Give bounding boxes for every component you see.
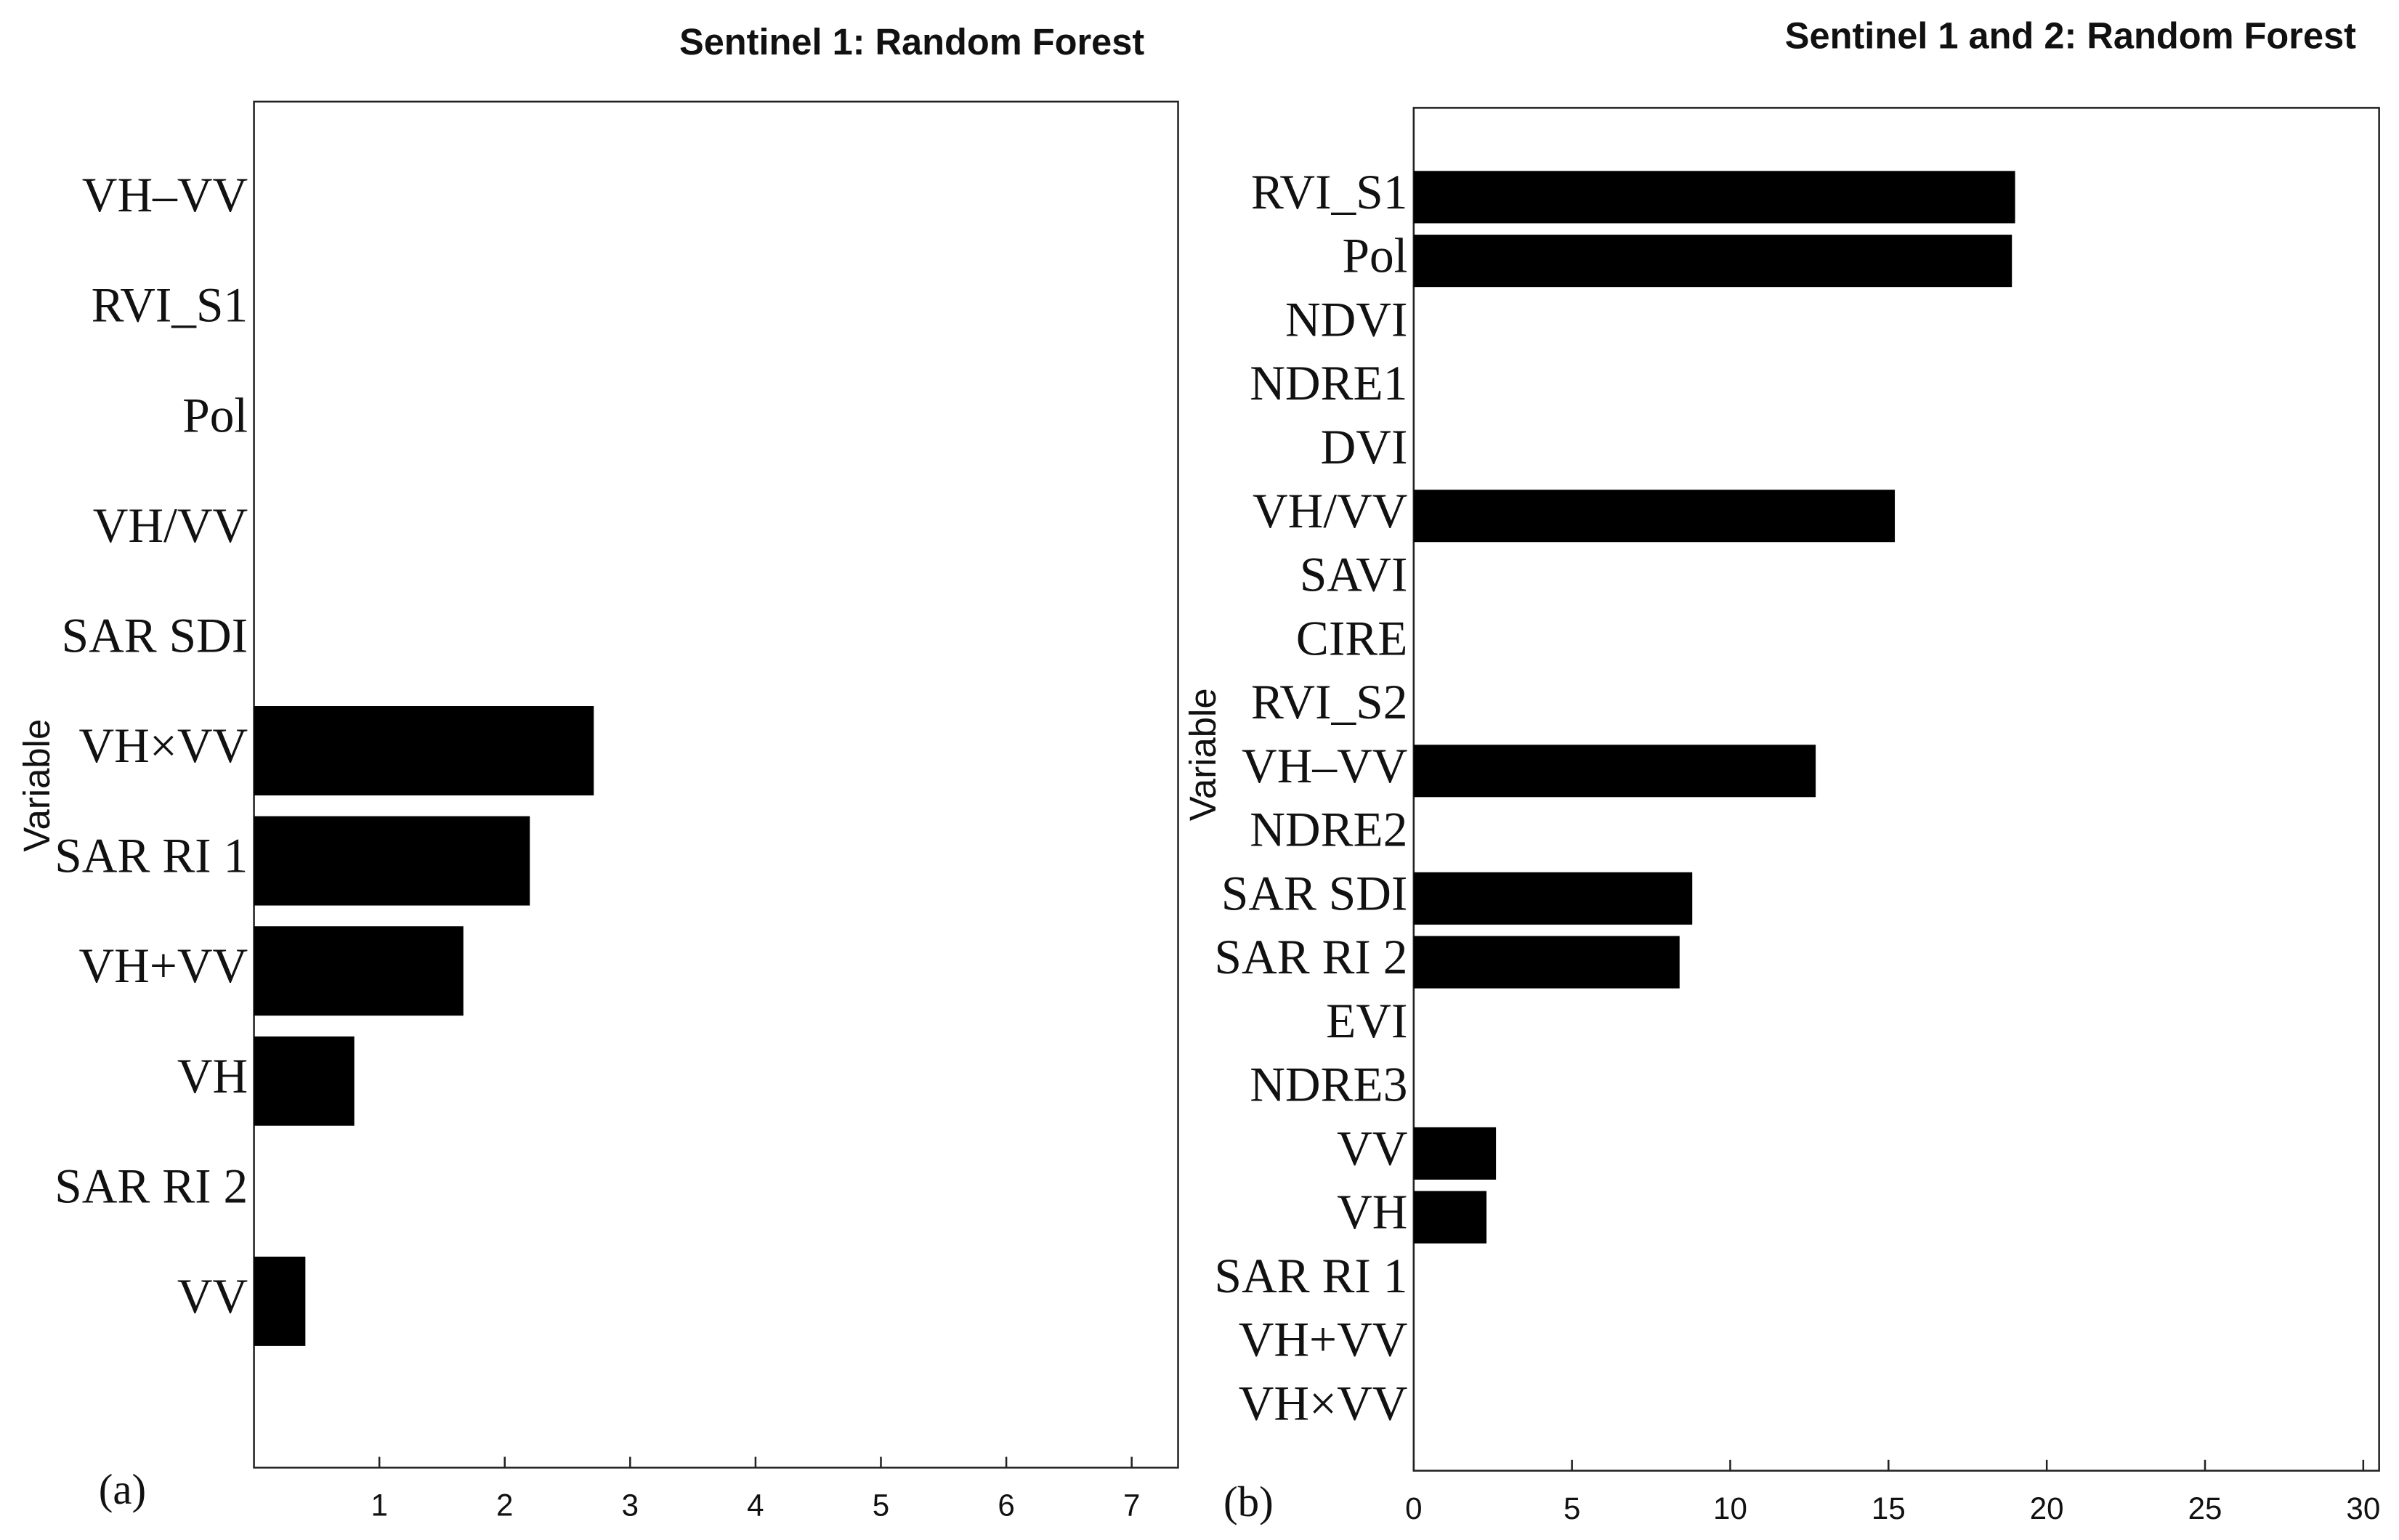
- bar: [254, 706, 594, 795]
- y-tick-label: SAR RI 1: [1215, 1249, 1408, 1303]
- panel-label: (b): [1223, 1478, 1274, 1525]
- bar: [254, 816, 530, 906]
- y-tick-label: Pol: [182, 388, 248, 442]
- y-tick-label: SAR RI 2: [54, 1159, 248, 1213]
- y-tick-label: SAR RI 2: [1215, 930, 1408, 984]
- y-tick-label: SAR SDI: [1221, 866, 1408, 920]
- y-tick-label: NDRE1: [1250, 356, 1407, 410]
- y-tick-label: VH: [177, 1049, 248, 1103]
- bar: [1413, 1127, 1497, 1180]
- y-tick-label: VH: [1337, 1185, 1407, 1239]
- y-tick-label: VV: [177, 1269, 248, 1324]
- y-tick-label: Pol: [1342, 228, 1407, 283]
- y-tick-label: SAVI: [1300, 547, 1408, 601]
- x-tick-label: 30: [2346, 1491, 2380, 1525]
- bar: [1413, 745, 1816, 798]
- y-axis-label: Variable: [1182, 688, 1223, 821]
- y-tick-label: VH×VV: [1239, 1376, 1408, 1430]
- bar: [254, 926, 464, 1016]
- y-tick-label: DVI: [1321, 420, 1408, 474]
- x-tick-label: 3: [622, 1488, 639, 1523]
- x-tick-label: 0: [1405, 1491, 1422, 1525]
- y-tick-label: NDRE2: [1250, 802, 1407, 856]
- y-tick-label: VH/VV: [1253, 484, 1408, 538]
- bar: [1413, 1191, 1487, 1244]
- x-tick-label: 6: [998, 1488, 1014, 1523]
- x-tick-label: 1: [371, 1488, 387, 1523]
- y-tick-label: NDVI: [1285, 292, 1407, 346]
- x-tick-label: 25: [2188, 1491, 2222, 1525]
- y-tick-label: RVI_S1: [92, 278, 248, 333]
- y-tick-label: CIRE: [1296, 611, 1407, 665]
- panel-label: (a): [99, 1465, 146, 1513]
- y-tick-label: RVI_S2: [1251, 675, 1408, 729]
- y-tick-label: RVI_S1: [1251, 165, 1408, 219]
- x-tick-label: 20: [2030, 1491, 2064, 1525]
- bar: [254, 1256, 306, 1346]
- x-tick-label: 10: [1713, 1491, 1747, 1525]
- y-tick-label: VH/VV: [93, 498, 248, 553]
- bar: [1413, 171, 2015, 224]
- x-tick-label: 2: [496, 1488, 513, 1523]
- y-axis-label: Variable: [16, 719, 57, 852]
- y-tick-label: VH–VV: [82, 168, 248, 222]
- y-tick-label: SAR RI 1: [54, 828, 248, 883]
- bar: [1413, 490, 1896, 543]
- y-tick-label: VH+VV: [1239, 1313, 1408, 1367]
- bar: [1413, 235, 2012, 288]
- chart-title: Sentinel 1: Random Forest: [679, 21, 1144, 62]
- x-tick-label: 4: [747, 1488, 764, 1523]
- y-tick-label: VH×VV: [78, 718, 248, 773]
- y-tick-label: EVI: [1326, 994, 1407, 1048]
- chart-title: Sentinel 1 and 2: Random Forest: [1785, 15, 2356, 56]
- x-tick-label: 15: [1872, 1491, 1906, 1525]
- y-tick-label: VV: [1337, 1121, 1407, 1175]
- bar: [1413, 872, 1693, 925]
- y-tick-label: VH+VV: [78, 939, 248, 993]
- bar: [1413, 936, 1680, 989]
- bar: [254, 1036, 355, 1126]
- x-tick-label: 7: [1123, 1488, 1140, 1523]
- y-tick-label: VH–VV: [1242, 739, 1408, 793]
- x-tick-label: 5: [1563, 1491, 1580, 1525]
- y-tick-label: NDRE3: [1250, 1057, 1407, 1111]
- x-tick-label: 5: [873, 1488, 889, 1523]
- y-tick-label: SAR SDI: [62, 608, 248, 662]
